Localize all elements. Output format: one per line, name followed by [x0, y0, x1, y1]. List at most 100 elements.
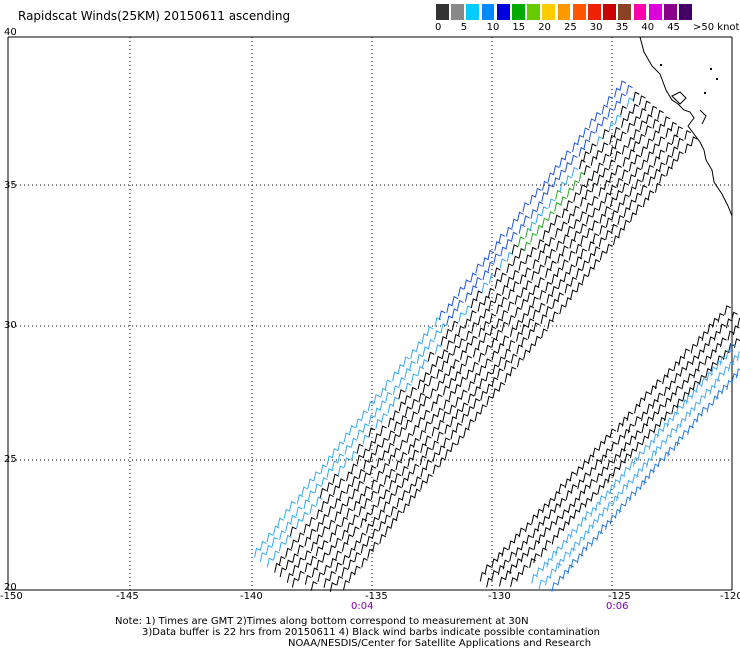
wind-barb: [643, 444, 650, 455]
wind-barb: [576, 268, 583, 278]
wind-barb: [326, 481, 334, 492]
wind-barb: [650, 105, 658, 116]
wind-barb: [498, 356, 506, 367]
wind-barb: [520, 336, 528, 347]
wind-barb: [547, 172, 555, 183]
wind-barb: [323, 578, 331, 588]
wind-barb: [589, 143, 597, 154]
wind-barb: [617, 214, 625, 225]
wind-barb: [658, 123, 665, 134]
wind-barb: [684, 143, 692, 154]
wind-barb: [725, 318, 733, 329]
wind-barb: [654, 182, 662, 193]
wind-barb: [570, 154, 578, 165]
wind-barb: [332, 473, 340, 484]
colorbar-swatch: [618, 4, 632, 20]
bay-outline: [671, 91, 707, 125]
wind-barb: [420, 480, 427, 490]
wind-barb: [501, 546, 509, 557]
wind-barb: [551, 534, 559, 545]
wind-barb: [569, 528, 577, 539]
time-label-first: 0:04: [351, 601, 374, 612]
wind-barb: [508, 314, 516, 325]
wind-barb: [346, 471, 353, 482]
wind-barb: [339, 490, 346, 501]
wind-barb: [292, 564, 300, 575]
wind-barb: [657, 403, 665, 414]
lon-label-145: -145: [116, 591, 139, 602]
wind-barb: [603, 434, 611, 445]
lat-label-35: 35: [4, 180, 17, 191]
wind-barb: [523, 349, 530, 360]
wind-barb: [588, 118, 596, 129]
wind-barb: [309, 503, 317, 514]
graticule: [7, 36, 733, 591]
wind-barb: [671, 158, 678, 169]
note-line-2: 3)Data buffer is 22 hrs from 20150611 4)…: [142, 627, 600, 638]
wind-barb: [716, 360, 723, 371]
wind-barb: [316, 534, 323, 545]
wind-barb: [532, 309, 540, 320]
wind-barb: [598, 440, 606, 451]
wind-barb: [424, 435, 432, 446]
wind-barb: [679, 417, 687, 428]
wind-barb: [478, 352, 486, 363]
wind-barb: [553, 177, 560, 187]
wind-barb: [606, 501, 614, 512]
wind-barb: [278, 541, 286, 552]
wind-barb: [551, 273, 559, 284]
wind-barb: [591, 519, 599, 529]
island-dot: [710, 68, 712, 70]
wind-barb: [549, 520, 557, 531]
wind-barb: [561, 259, 569, 270]
wind-barb: [521, 324, 528, 334]
wind-barb: [632, 103, 640, 114]
wind-barb: [641, 435, 649, 446]
wind-barb: [509, 564, 517, 574]
wind-barb: [647, 190, 655, 200]
wind-barb: [639, 120, 647, 131]
wind-barb: [334, 524, 342, 534]
wind-barb: [677, 151, 684, 161]
wind-barb: [486, 395, 494, 406]
wind-barb: [372, 516, 379, 527]
wind-barb: [408, 495, 416, 505]
wind-barb: [558, 279, 565, 289]
wind-barb: [498, 381, 506, 392]
wind-barb: [725, 349, 733, 360]
wind-barb: [542, 515, 550, 526]
wind-barb: [431, 426, 439, 437]
wind-barb: [346, 507, 354, 518]
wind-barb: [422, 383, 430, 394]
wind-barb: [721, 384, 729, 395]
wind-barb: [501, 321, 509, 332]
island-dot: [660, 64, 662, 66]
wind-barb: [519, 274, 527, 285]
wind-barb: [700, 406, 708, 417]
wind-barb: [353, 540, 361, 551]
wind-barb: [700, 377, 708, 388]
wind-barb: [459, 338, 466, 348]
wind-barb: [532, 284, 540, 295]
wind-barb: [289, 500, 296, 511]
wind-barb: [596, 174, 604, 185]
wind-barb: [491, 337, 499, 348]
wind-barb: [698, 374, 706, 385]
wind-barb: [531, 270, 539, 281]
wind-barb: [465, 305, 472, 316]
wind-barb: [335, 550, 342, 561]
wind-barb: [501, 284, 509, 295]
wind-barb: [564, 161, 572, 172]
wind-barb: [398, 376, 406, 387]
wind-barb: [570, 558, 578, 569]
wind-barb: [379, 534, 386, 544]
wind-barb: [508, 339, 516, 350]
wind-barb: [581, 273, 589, 284]
wind-barb: [614, 100, 621, 111]
wind-barb: [328, 505, 335, 516]
wind-barb: [488, 300, 496, 311]
colorbar-label: 20: [538, 22, 551, 33]
colorbar-label: 40: [641, 22, 655, 33]
wind-barb: [590, 491, 598, 502]
wind-barb: [635, 204, 643, 214]
